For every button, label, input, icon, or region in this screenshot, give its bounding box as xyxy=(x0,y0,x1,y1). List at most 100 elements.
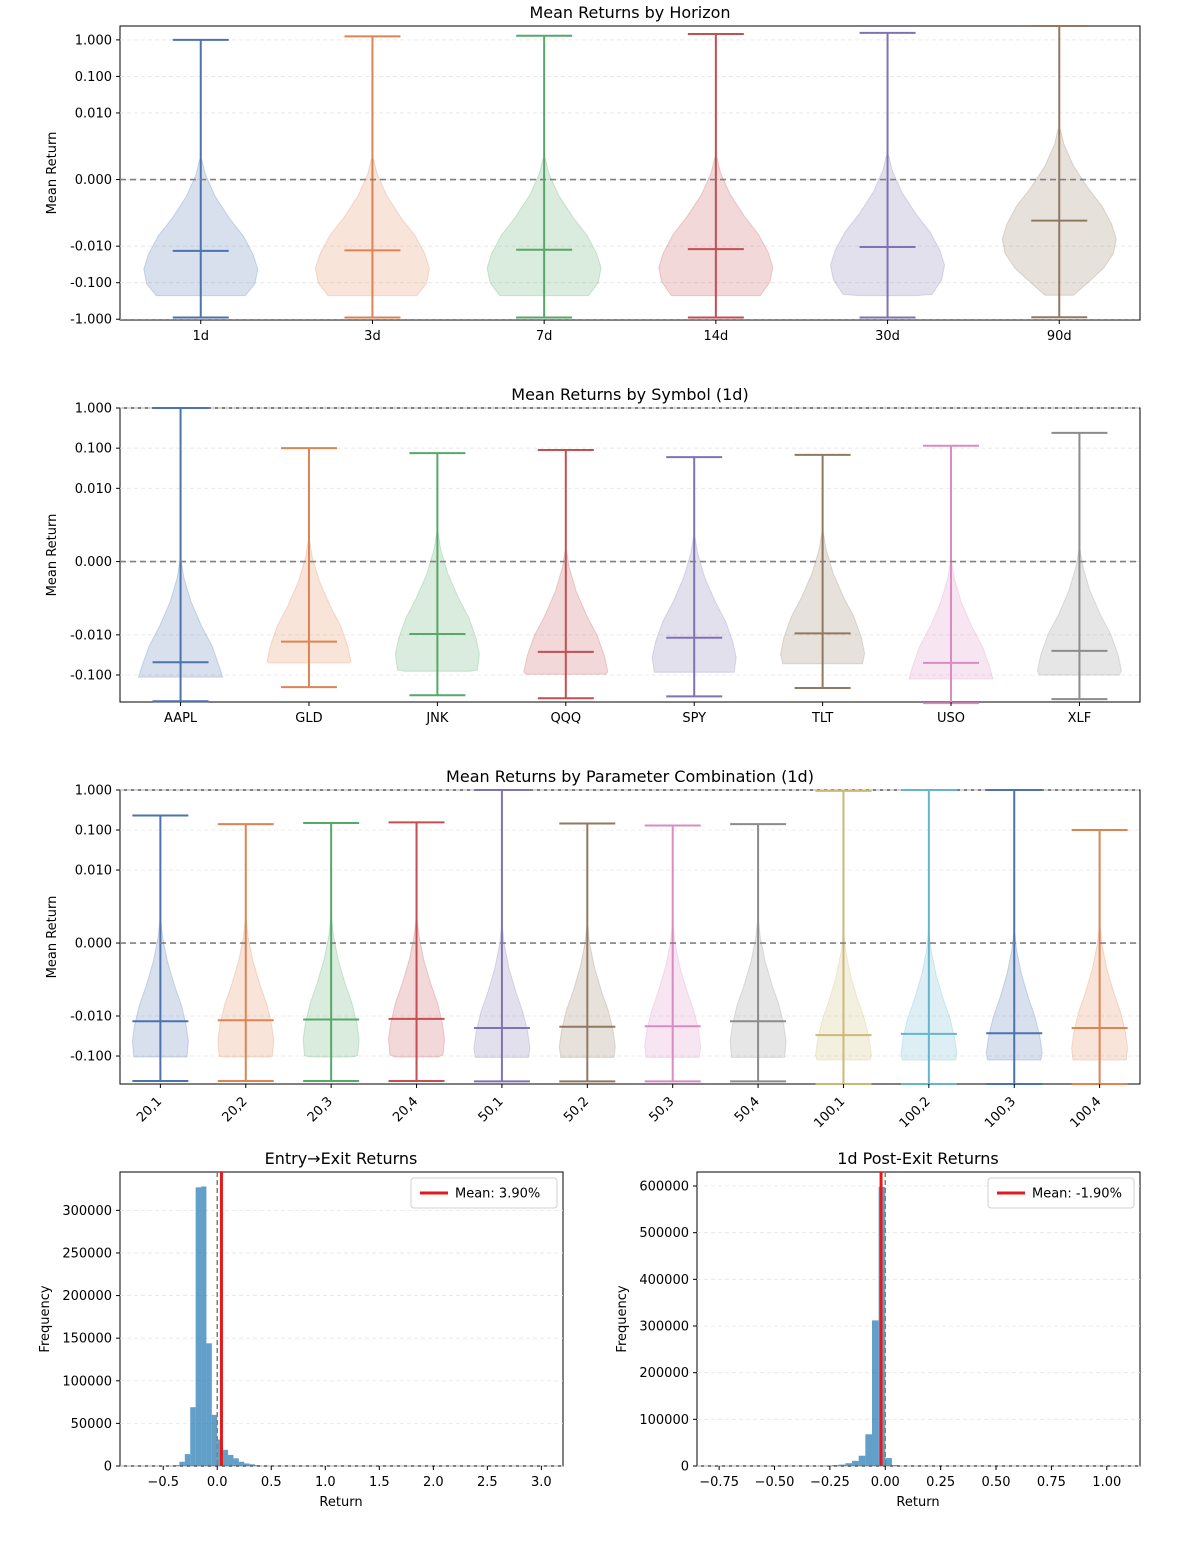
histogram-bar xyxy=(196,1187,201,1466)
y-tick-label: -0.010 xyxy=(70,240,112,255)
y-tick-label: 0.100 xyxy=(75,70,112,85)
x-tick-label: 2.5 xyxy=(477,1475,498,1490)
x-tick-label: 50,4 xyxy=(732,1094,763,1125)
y-tick-label: 200000 xyxy=(639,1366,689,1381)
chart-post-exit-ylabel: Frequency xyxy=(615,1285,630,1352)
chart-params-ylabel: Mean Return xyxy=(45,896,60,979)
histogram-bar xyxy=(859,1456,866,1466)
y-tick-label: 1.000 xyxy=(75,784,112,799)
legend-label: Mean: 3.90% xyxy=(455,1187,540,1202)
x-tick-label: −0.25 xyxy=(810,1475,850,1490)
x-tick-label: QQQ xyxy=(550,711,581,726)
x-tick-label: JNK xyxy=(425,711,449,726)
x-tick-label: 100,4 xyxy=(1068,1094,1105,1131)
chart-entry-exit-xlabel: Return xyxy=(319,1495,362,1510)
legend: Mean: 3.90% xyxy=(411,1178,557,1208)
y-tick-label: 1.000 xyxy=(75,33,112,48)
x-tick-label: GLD xyxy=(295,711,322,726)
x-tick-label: 0.0 xyxy=(207,1475,228,1490)
y-tick-label: 0 xyxy=(104,1460,112,1475)
x-tick-label: 1.0 xyxy=(315,1475,336,1490)
histogram-bar xyxy=(174,1465,179,1466)
histogram-bar xyxy=(845,1463,852,1466)
x-tick-label: 1.00 xyxy=(1092,1475,1121,1490)
chart-symbol-title: Mean Returns by Symbol (1d) xyxy=(511,385,748,404)
chart-symbol-ylabel: Mean Return xyxy=(45,514,60,597)
x-tick-label: 0.25 xyxy=(926,1475,955,1490)
y-tick-label: 0.010 xyxy=(75,864,112,879)
chart-params-title: Mean Returns by Parameter Combination (1… xyxy=(446,767,814,786)
y-tick-label: 0.010 xyxy=(75,106,112,121)
y-tick-label: 300000 xyxy=(639,1320,689,1335)
x-tick-label: 30d xyxy=(875,329,900,344)
y-tick-label: 250000 xyxy=(62,1246,112,1261)
histogram-bar xyxy=(223,1450,228,1466)
x-tick-label: 20,4 xyxy=(390,1094,421,1125)
chart-entry-exit-ylabel: Frequency xyxy=(38,1285,53,1352)
y-tick-label: -0.100 xyxy=(70,669,112,684)
y-tick-label: 0.000 xyxy=(75,555,112,570)
x-tick-label: −0.50 xyxy=(755,1475,795,1490)
histogram-bar xyxy=(206,1343,211,1466)
histogram-bar xyxy=(244,1463,249,1466)
histogram-bar xyxy=(255,1465,260,1466)
chart-horizon: Mean Returns by Horizon Mean Return 1.00… xyxy=(45,3,1140,344)
x-tick-label: −0.75 xyxy=(699,1475,739,1490)
y-tick-label: -1.000 xyxy=(70,313,112,328)
histogram-bar xyxy=(185,1454,190,1466)
histogram-bar xyxy=(852,1461,859,1466)
y-tick-label: 100000 xyxy=(639,1413,689,1428)
x-tick-label: 20,2 xyxy=(220,1094,251,1125)
y-tick-label: 300000 xyxy=(62,1204,112,1219)
chart-symbol: Mean Returns by Symbol (1d) Mean Return … xyxy=(45,385,1140,726)
y-tick-label: 1.000 xyxy=(75,402,112,417)
y-tick-label: 0 xyxy=(681,1460,689,1475)
chart-horizon-ylabel: Mean Return xyxy=(45,132,60,215)
x-tick-label: AAPL xyxy=(164,711,198,726)
chart-horizon-title: Mean Returns by Horizon xyxy=(529,3,730,22)
x-tick-label: SPY xyxy=(682,711,706,726)
x-tick-label: 3.0 xyxy=(531,1475,552,1490)
histogram-bar xyxy=(832,1465,839,1466)
x-tick-label: 0.50 xyxy=(982,1475,1011,1490)
chart-post-exit-title: 1d Post-Exit Returns xyxy=(837,1149,998,1168)
histogram-bar xyxy=(212,1415,217,1466)
x-tick-label: 0.75 xyxy=(1037,1475,1066,1490)
histogram-bar xyxy=(239,1462,244,1466)
y-tick-label: -0.100 xyxy=(70,276,112,291)
x-tick-label: XLF xyxy=(1068,711,1092,726)
x-tick-label: 3d xyxy=(364,329,381,344)
y-tick-label: 0.000 xyxy=(75,173,112,188)
y-tick-label: 600000 xyxy=(639,1180,689,1195)
y-tick-label: 200000 xyxy=(62,1289,112,1304)
legend-label: Mean: -1.90% xyxy=(1032,1187,1122,1202)
x-tick-label: 50,2 xyxy=(561,1094,592,1125)
x-tick-label: 1.5 xyxy=(369,1475,390,1490)
chart-entry-exit: Entry→Exit Returns Frequency Return 0500… xyxy=(38,1149,563,1510)
x-tick-label: 100,3 xyxy=(982,1094,1019,1131)
y-tick-label: -0.100 xyxy=(70,1050,112,1065)
histogram-bar xyxy=(190,1407,195,1466)
histogram-bar xyxy=(839,1465,846,1466)
x-tick-label: 1d xyxy=(192,329,209,344)
y-tick-label: 500000 xyxy=(639,1226,689,1241)
histogram-bar xyxy=(892,1465,899,1466)
histogram-bar xyxy=(885,1458,892,1466)
histogram-bar xyxy=(250,1464,255,1466)
x-tick-label: 20,1 xyxy=(134,1094,165,1125)
x-tick-label: 2.0 xyxy=(423,1475,444,1490)
y-tick-label: 0.100 xyxy=(75,442,112,457)
chart-entry-exit-frame xyxy=(120,1172,563,1466)
chart-post-exit-xlabel: Return xyxy=(896,1495,939,1510)
x-tick-label: USO xyxy=(937,711,965,726)
chart-post-exit: 1d Post-Exit Returns Frequency Return 0 1… xyxy=(615,1149,1140,1510)
x-tick-label: 50,3 xyxy=(646,1094,677,1125)
y-tick-label: 400000 xyxy=(639,1273,689,1288)
x-tick-label: 90d xyxy=(1047,329,1072,344)
y-tick-label: 0.100 xyxy=(75,824,112,839)
y-tick-label: 0.000 xyxy=(75,937,112,952)
y-tick-label: 50000 xyxy=(71,1417,112,1432)
x-tick-label: −0.5 xyxy=(147,1475,179,1490)
